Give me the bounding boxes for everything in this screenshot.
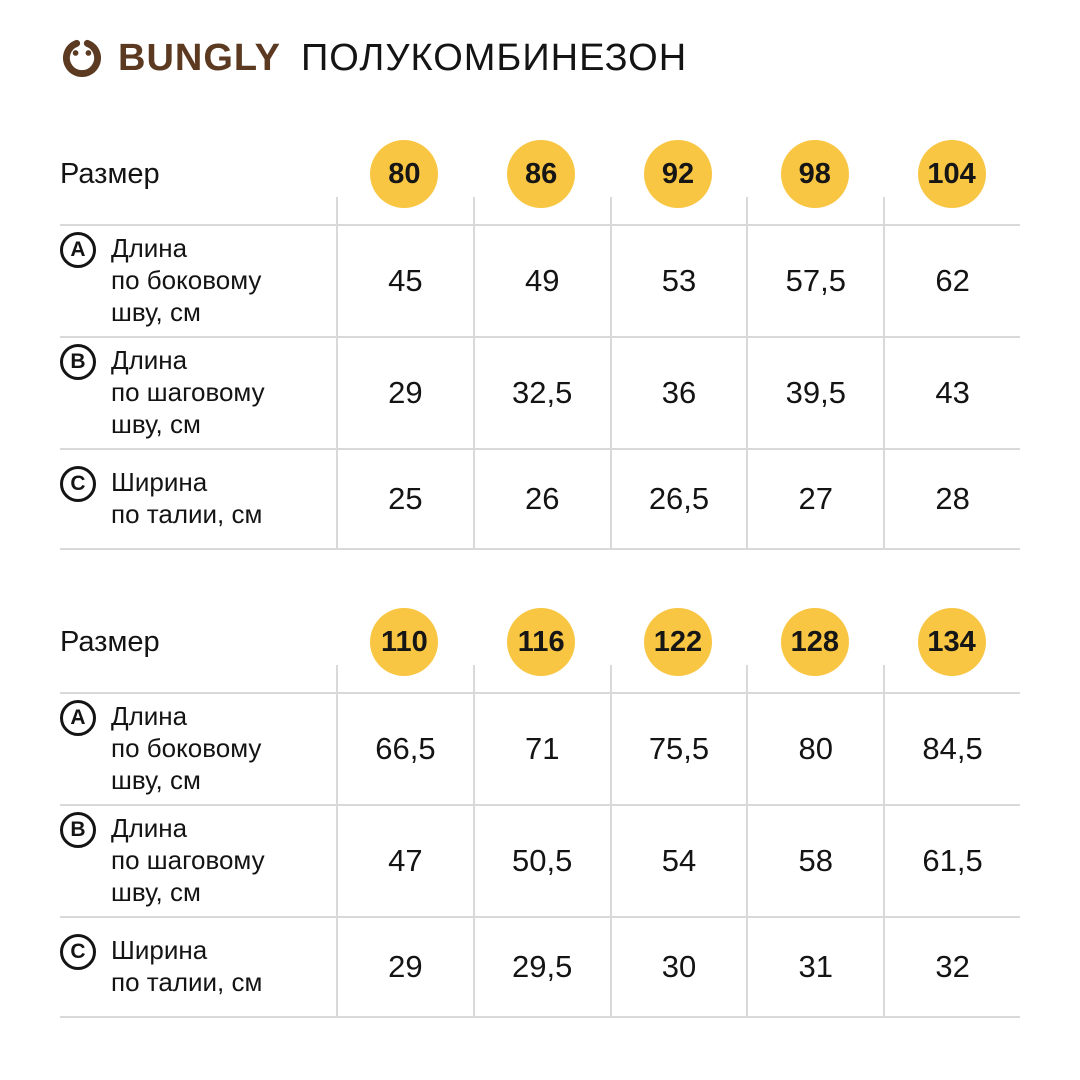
value-cell: 66,5 [336,694,473,804]
bungly-logo-icon [60,36,104,80]
value-cell: 32 [883,918,1020,1016]
value-cell: 47 [336,806,473,916]
value-cell: 30 [609,918,747,1016]
size-badge-cell: 128 [746,592,883,692]
size-header-row: Размер 110 116 122 128 134 [60,592,1020,694]
value-cell: 32,5 [472,338,610,448]
row-header-cell: C Ширина по талии, см [60,450,336,548]
value-cell: 75,5 [609,694,747,804]
brand-name: BUNGLY [118,36,281,79]
row-header-cell: A Длина по боковому шву, см [60,226,336,336]
size-header-row: Размер 80 86 92 98 104 [60,124,1020,226]
size-table-large: Размер 110 116 122 128 134 A Длина по бо… [60,592,1020,1018]
table-row-b: B Длина по шаговому шву, см 47 50,5 54 5… [60,806,1020,918]
value-cell: 39,5 [746,338,883,448]
row-label: Длина по шаговому шву, см [111,813,265,907]
size-badge: 86 [507,140,576,208]
value-cell: 31 [746,918,883,1016]
size-table-small: Размер 80 86 92 98 104 A Длина по боково… [60,124,1020,550]
value-cell: 43 [883,338,1020,448]
value-cell: 26,5 [609,450,747,548]
size-badge-cell: 116 [472,592,610,692]
page-title: ПОЛУКОМБИНЕЗОН [300,36,688,79]
size-chart-page: BUNGLY ПОЛУКОМБИНЕЗОН Размер 80 86 92 98… [60,36,1020,1018]
value-cell: 53 [609,226,747,336]
value-cell: 62 [883,226,1020,336]
value-cell: 25 [336,450,473,548]
value-cell: 84,5 [883,694,1020,804]
value-cell: 29 [336,918,473,1016]
value-cell: 45 [336,226,473,336]
row-header-cell: C Ширина по талии, см [60,918,336,1016]
value-cell: 49 [472,226,610,336]
table-row-c: C Ширина по талии, см 25 26 26,5 27 28 [60,450,1020,550]
value-cell: 61,5 [883,806,1020,916]
value-cell: 27 [746,450,883,548]
value-cell: 26 [472,450,610,548]
value-cell: 54 [609,806,747,916]
row-letter-badge: B [60,344,96,381]
header: BUNGLY ПОЛУКОМБИНЕЗОН [60,36,1020,80]
size-badge-cell: 80 [336,124,473,224]
value-cell: 58 [746,806,883,916]
value-cell: 29,5 [472,918,610,1016]
size-badge-cell: 86 [472,124,610,224]
size-badge: 80 [370,140,439,208]
value-cell: 29 [336,338,473,448]
size-label: Размер [60,625,160,658]
size-badge-cell: 104 [883,124,1020,224]
row-letter-badge: C [60,934,96,971]
row-header-cell: A Длина по боковому шву, см [60,694,336,804]
value-cell: 50,5 [472,806,610,916]
row-header-cell: B Длина по шаговому шву, см [60,338,336,448]
row-header-cell: B Длина по шаговому шву, см [60,806,336,916]
row-label: Длина по боковому шву, см [111,233,262,327]
size-badge-cell: 92 [609,124,747,224]
size-badge: 92 [643,140,712,208]
row-label: Ширина по талии, см [111,935,263,997]
size-badge: 110 [370,608,439,676]
size-badge-cell: 122 [609,592,747,692]
size-badge-cell: 98 [746,124,883,224]
row-label: Ширина по талии, см [111,467,263,529]
row-letter-badge: A [60,232,96,269]
row-label: Длина по боковому шву, см [111,701,262,795]
size-badge-cell: 110 [336,592,473,692]
table-row-b: B Длина по шаговому шву, см 29 32,5 36 3… [60,338,1020,450]
table-row-a: A Длина по боковому шву, см 45 49 53 57,… [60,226,1020,338]
value-cell: 71 [472,694,610,804]
value-cell: 57,5 [746,226,883,336]
row-letter-badge: B [60,812,96,849]
size-badge: 116 [507,608,576,676]
table-row-c: C Ширина по талии, см 29 29,5 30 31 32 [60,918,1020,1018]
size-badge: 104 [917,140,986,208]
value-cell: 36 [609,338,747,448]
size-badge: 128 [780,608,849,676]
row-letter-badge: A [60,700,96,737]
size-badge: 122 [643,608,712,676]
value-cell: 28 [883,450,1020,548]
row-label: Длина по шаговому шву, см [111,345,265,439]
size-badge: 134 [917,608,986,676]
size-badge: 98 [780,140,849,208]
size-badge-cell: 134 [883,592,1020,692]
size-label: Размер [60,157,160,190]
value-cell: 80 [746,694,883,804]
table-row-a: A Длина по боковому шву, см 66,5 71 75,5… [60,694,1020,806]
row-letter-badge: C [60,466,96,503]
